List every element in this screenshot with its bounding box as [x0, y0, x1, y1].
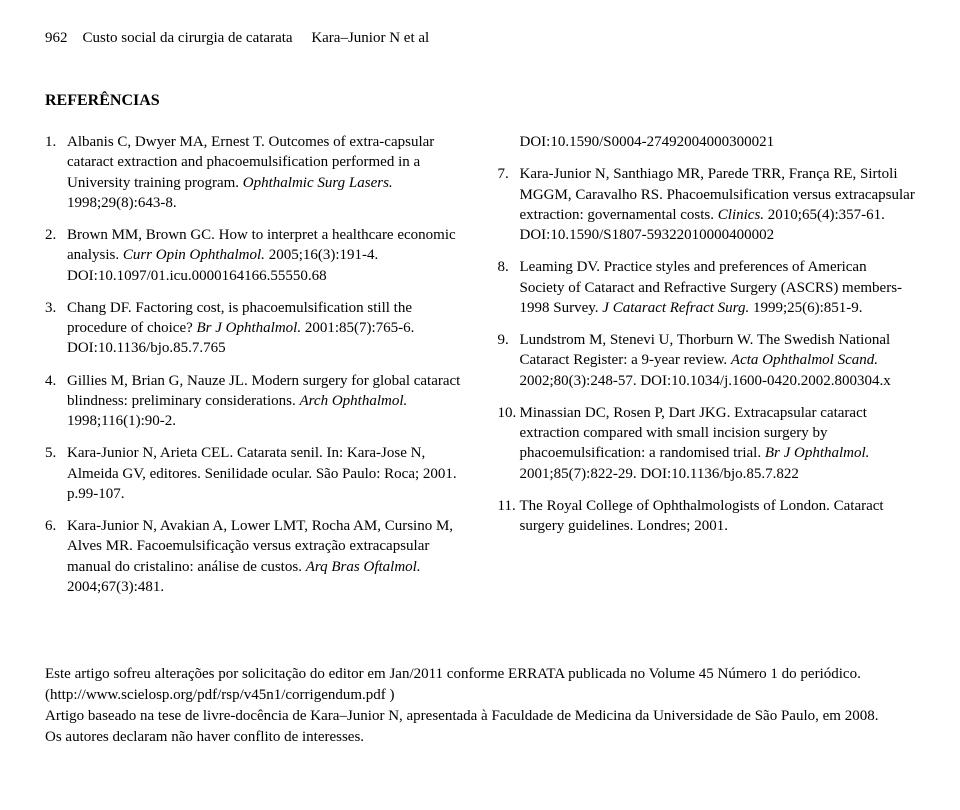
reference-item: 9.Lundstrom M, Stenevi U, Thorburn W. Th… — [498, 330, 916, 391]
reference-text: Kara-Junior N, Santhiago MR, Parede TRR,… — [520, 164, 916, 245]
reference-item: 3.Chang DF. Factoring cost, is phacoemul… — [45, 298, 463, 359]
reference-text: Gillies M, Brian G, Nauze JL. Modern sur… — [67, 371, 463, 432]
reference-text: Kara-Junior N, Arieta CEL. Catarata seni… — [67, 443, 463, 504]
reference-number: 11. — [498, 496, 520, 537]
running-title: Custo social da cirurgia de catarata Kar… — [83, 30, 430, 47]
reference-number: 5. — [45, 443, 67, 504]
reference-item: 1.Albanis C, Dwyer MA, Ernest T. Outcome… — [45, 132, 463, 213]
running-header: 962 Custo social da cirurgia de catarata… — [45, 30, 915, 47]
reference-number: 3. — [45, 298, 67, 359]
footnote-line: Este artigo sofreu alterações por solici… — [45, 664, 915, 706]
reference-item: 7.Kara-Junior N, Santhiago MR, Parede TR… — [498, 164, 916, 245]
reference-number: 10. — [498, 403, 520, 484]
reference-number: 7. — [498, 164, 520, 245]
reference-text: Chang DF. Factoring cost, is phacoemulsi… — [67, 298, 463, 359]
reference-number: 4. — [45, 371, 67, 432]
reference-text: Leaming DV. Practice styles and preferen… — [520, 257, 916, 318]
reference-item: 6.Kara-Junior N, Avakian A, Lower LMT, R… — [45, 516, 463, 597]
reference-item: 4.Gillies M, Brian G, Nauze JL. Modern s… — [45, 371, 463, 432]
reference-number: 9. — [498, 330, 520, 391]
footnote-line: Os autores declaram não haver conflito d… — [45, 727, 915, 748]
reference-text: Kara-Junior N, Avakian A, Lower LMT, Roc… — [67, 516, 463, 597]
references-columns: 1.Albanis C, Dwyer MA, Ernest T. Outcome… — [45, 132, 915, 609]
reference-text: Albanis C, Dwyer MA, Ernest T. Outcomes … — [67, 132, 463, 213]
reference-item: 5.Kara-Junior N, Arieta CEL. Catarata se… — [45, 443, 463, 504]
right-column: DOI:10.1590/S0004-274920040003000217.Kar… — [498, 132, 916, 609]
reference-continuation: DOI:10.1590/S0004-27492004000300021 — [520, 132, 916, 152]
reference-item: 11.The Royal College of Ophthalmologists… — [498, 496, 916, 537]
reference-number: 1. — [45, 132, 67, 213]
reference-number: 6. — [45, 516, 67, 597]
reference-text: The Royal College of Ophthalmologists of… — [520, 496, 916, 537]
reference-item: 2.Brown MM, Brown GC. How to interpret a… — [45, 225, 463, 286]
reference-text: Minassian DC, Rosen P, Dart JKG. Extraca… — [520, 403, 916, 484]
reference-text: Brown MM, Brown GC. How to interpret a h… — [67, 225, 463, 286]
reference-number: 8. — [498, 257, 520, 318]
references-heading: REFERÊNCIAS — [45, 92, 915, 110]
left-column: 1.Albanis C, Dwyer MA, Ernest T. Outcome… — [45, 132, 463, 609]
reference-number: 2. — [45, 225, 67, 286]
reference-text: Lundstrom M, Stenevi U, Thorburn W. The … — [520, 330, 916, 391]
page-number: 962 — [45, 30, 68, 47]
reference-item: 10.Minassian DC, Rosen P, Dart JKG. Extr… — [498, 403, 916, 484]
footnote-block: Este artigo sofreu alterações por solici… — [45, 664, 915, 748]
reference-item: 8.Leaming DV. Practice styles and prefer… — [498, 257, 916, 318]
footnote-line: Artigo baseado na tese de livre-docência… — [45, 706, 915, 727]
